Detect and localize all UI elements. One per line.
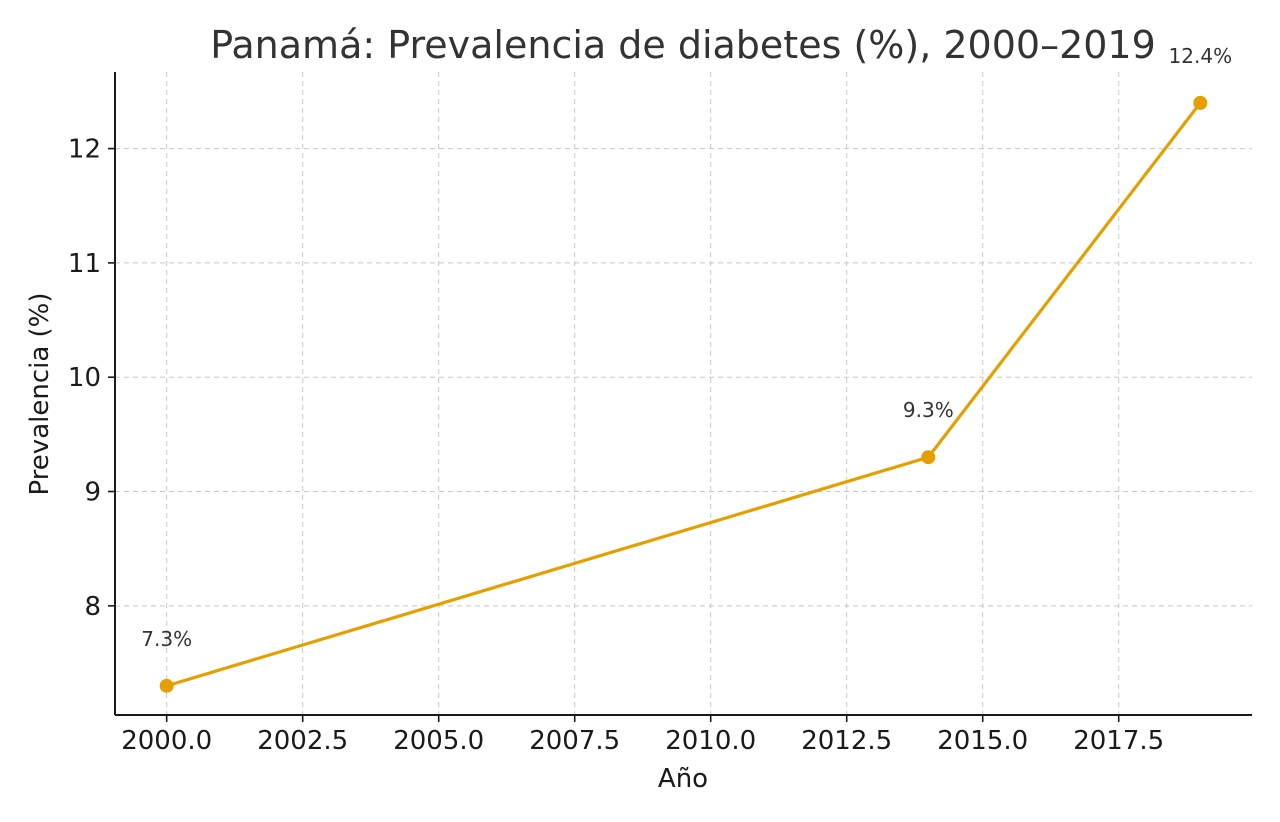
x-tick-label: 2007.5 xyxy=(529,726,620,756)
y-tick-label: 8 xyxy=(84,592,101,622)
axes: 2000.0 2002.5 2005.0 2007.5 2010.0 2012.5 2015… xyxy=(68,72,1252,756)
data-point xyxy=(921,450,936,465)
x-tick-label: 2010.0 xyxy=(665,726,756,756)
x-tick-label: 2015.0 xyxy=(937,726,1028,756)
y-tick-label: 12 xyxy=(68,135,101,165)
y-tick-label: 9 xyxy=(84,478,101,508)
grid xyxy=(115,72,1252,715)
x-tick-label: 2017.5 xyxy=(1073,726,1164,756)
x-tick-label: 2005.0 xyxy=(393,726,484,756)
chart-title: Panamá: Prevalencia de diabetes (%), 200… xyxy=(210,23,1156,67)
x-axis-label: Año xyxy=(658,764,708,794)
y-tick-label: 10 xyxy=(68,363,101,393)
y-tick-label: 11 xyxy=(68,249,101,279)
x-tick-label: 2002.5 xyxy=(257,726,348,756)
y-axis-label: Prevalencia (%) xyxy=(25,292,55,495)
series-line xyxy=(166,101,1202,688)
data-label: 12.4% xyxy=(1169,44,1233,68)
data-label: 9.3% xyxy=(903,398,954,422)
data-point xyxy=(159,678,174,693)
x-tick-label: 2012.5 xyxy=(801,726,892,756)
data-label: 7.3% xyxy=(141,627,192,651)
series: 7.3% 9.3% 12.4% xyxy=(141,44,1232,693)
data-point xyxy=(1193,95,1208,110)
x-tick-label: 2000.0 xyxy=(121,726,212,756)
